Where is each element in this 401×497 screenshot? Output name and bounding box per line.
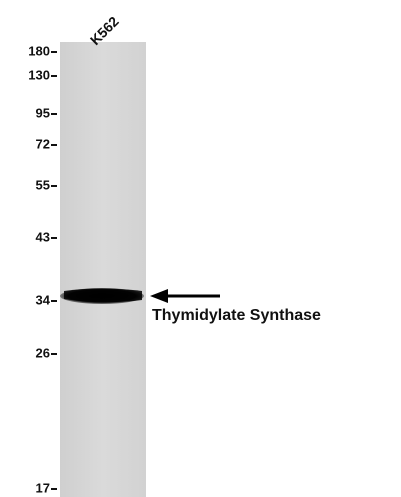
- marker-label: 72: [36, 136, 50, 151]
- band-label: Thymidylate Synthase: [152, 307, 321, 324]
- marker-label: 43: [36, 229, 50, 244]
- lane: [60, 42, 146, 497]
- marker-label: 26: [36, 345, 50, 360]
- western-blot: Thymidylate Synthase K562 18013095725543…: [0, 0, 401, 497]
- marker-label: 17: [36, 480, 50, 495]
- band-core: [64, 289, 142, 303]
- marker-label: 55: [36, 177, 50, 192]
- page: {"lane_label": "K562", "markers": ["180"…: [0, 0, 401, 497]
- marker-label: 95: [36, 105, 50, 120]
- marker-label: 180: [28, 43, 50, 58]
- arrow: [150, 289, 220, 303]
- marker-label: 34: [36, 292, 51, 307]
- marker-label: 130: [28, 67, 50, 82]
